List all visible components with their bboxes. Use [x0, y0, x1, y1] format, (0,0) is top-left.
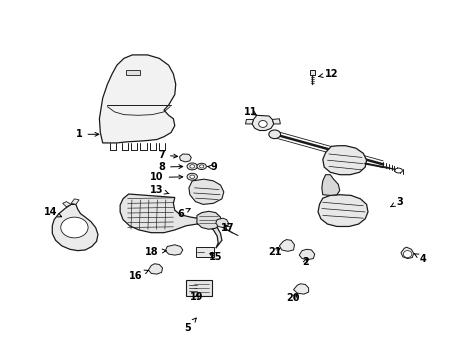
Polygon shape [197, 211, 220, 229]
Ellipse shape [187, 173, 197, 180]
Polygon shape [246, 119, 254, 124]
Polygon shape [189, 179, 224, 204]
Text: 16: 16 [129, 270, 148, 281]
Polygon shape [279, 239, 294, 251]
Polygon shape [293, 284, 309, 294]
Polygon shape [318, 195, 368, 227]
Polygon shape [71, 199, 79, 204]
Text: 4: 4 [414, 254, 427, 263]
Polygon shape [165, 245, 183, 255]
Ellipse shape [190, 175, 195, 179]
Ellipse shape [395, 168, 402, 173]
Text: 21: 21 [268, 247, 282, 257]
Ellipse shape [200, 165, 204, 168]
Text: 7: 7 [158, 150, 178, 160]
Text: 12: 12 [319, 69, 338, 79]
Text: 10: 10 [150, 173, 182, 182]
Text: 13: 13 [150, 184, 169, 195]
Text: 20: 20 [286, 293, 300, 303]
Ellipse shape [197, 163, 206, 169]
Polygon shape [180, 154, 191, 162]
Ellipse shape [403, 251, 412, 258]
Text: 5: 5 [184, 318, 196, 333]
Ellipse shape [190, 165, 195, 168]
Text: 14: 14 [44, 207, 62, 217]
Polygon shape [252, 115, 274, 130]
Polygon shape [63, 201, 71, 207]
Bar [310, 70, 315, 75]
Text: 19: 19 [190, 292, 204, 302]
Text: 15: 15 [209, 252, 223, 262]
Text: 8: 8 [158, 162, 182, 172]
Polygon shape [322, 175, 340, 196]
Text: 17: 17 [221, 222, 234, 232]
Polygon shape [273, 119, 280, 124]
Polygon shape [148, 264, 163, 274]
Polygon shape [52, 204, 98, 251]
Polygon shape [323, 146, 366, 175]
Text: 18: 18 [146, 247, 166, 257]
Text: 9: 9 [207, 162, 217, 172]
Bar [196, 247, 214, 256]
Text: 2: 2 [302, 257, 309, 267]
Ellipse shape [269, 130, 281, 139]
Text: 6: 6 [177, 208, 190, 219]
Polygon shape [216, 218, 228, 228]
Ellipse shape [259, 120, 267, 127]
Polygon shape [401, 247, 414, 259]
Ellipse shape [61, 217, 88, 238]
Polygon shape [100, 55, 176, 143]
Bar [126, 70, 140, 75]
Ellipse shape [187, 163, 197, 170]
Polygon shape [120, 194, 222, 248]
Text: 1: 1 [76, 129, 99, 139]
Text: 11: 11 [245, 107, 258, 117]
Polygon shape [299, 249, 315, 260]
Text: 3: 3 [391, 197, 403, 207]
Bar [186, 280, 212, 296]
